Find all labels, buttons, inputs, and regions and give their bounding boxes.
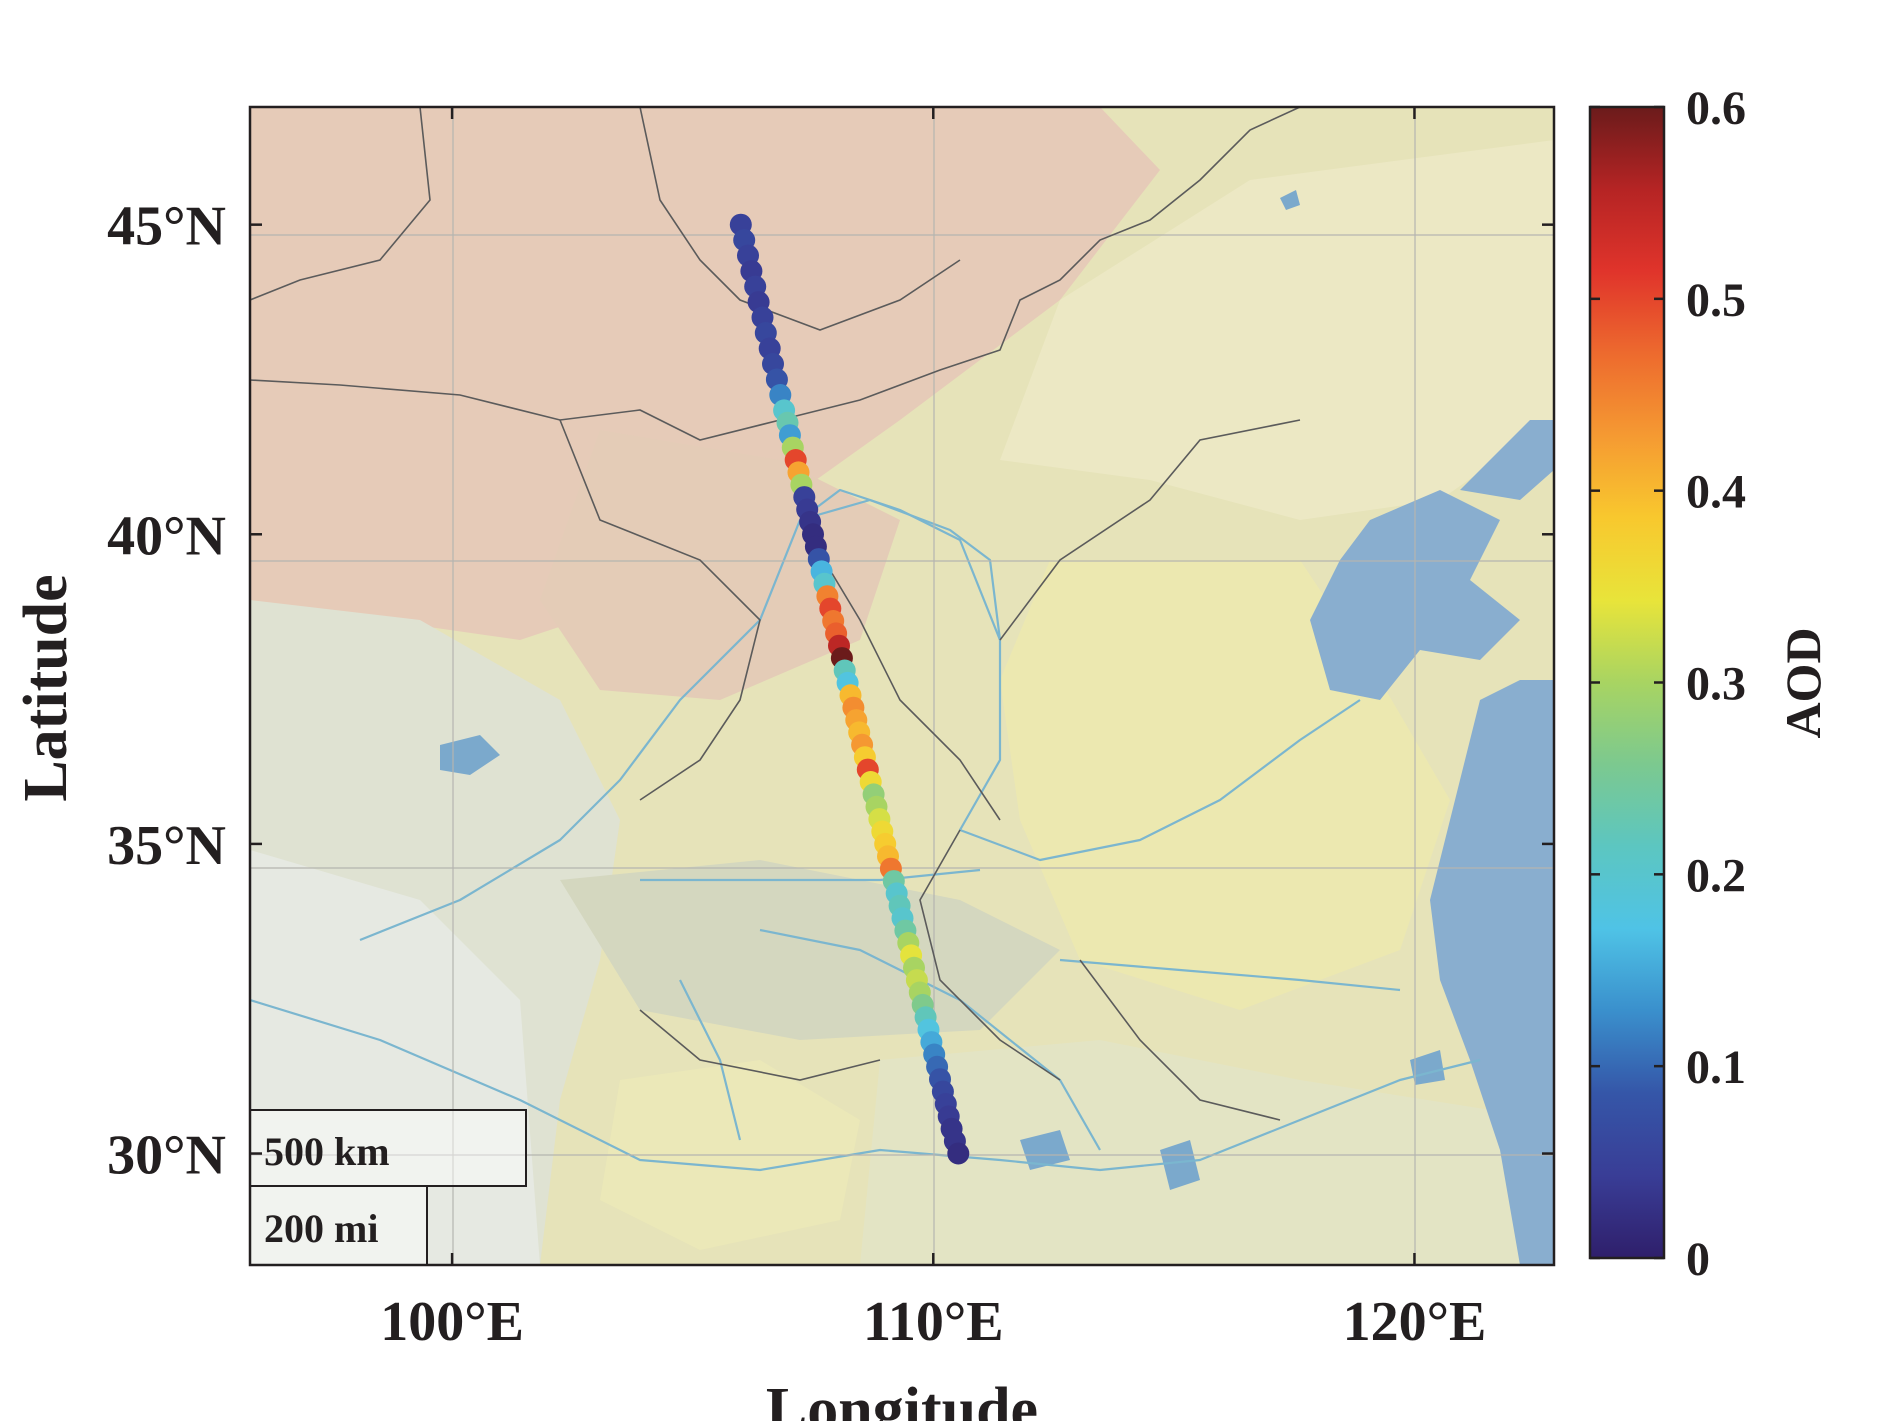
y-tick-label: 40°N bbox=[107, 505, 226, 567]
province-border-4 bbox=[919, 829, 1061, 1081]
mongolia-province-2 bbox=[639, 107, 961, 331]
gridlines bbox=[250, 107, 1554, 1265]
y-tick-label: 45°N bbox=[107, 196, 226, 258]
province-border-5 bbox=[639, 1009, 881, 1081]
aod-track bbox=[729, 213, 970, 1165]
jialing-river bbox=[679, 979, 742, 1141]
colorbar-tick-label: 0.6 bbox=[1686, 82, 1746, 135]
northern-desert-region bbox=[250, 107, 1160, 640]
colorbar-tick-label: 0.1 bbox=[1686, 1041, 1746, 1094]
axis-ticks bbox=[250, 107, 1554, 1265]
province-border-2 bbox=[799, 519, 1001, 821]
aod-point bbox=[947, 1142, 970, 1165]
yellow-sea bbox=[1430, 680, 1554, 1265]
basemap: 500 km 200 mi bbox=[250, 107, 1554, 1265]
x-tick-label: 110°E bbox=[863, 1291, 1004, 1353]
x-tick-label: 100°E bbox=[380, 1291, 524, 1353]
y-tick-label: 30°N bbox=[107, 1125, 226, 1187]
wei-river bbox=[640, 868, 981, 882]
mongolia-province-1 bbox=[250, 107, 431, 301]
colorbar-bar bbox=[1588, 105, 1666, 1260]
colorbar-tick-label: 0.2 bbox=[1686, 849, 1746, 902]
borders bbox=[250, 107, 1301, 1121]
lake-poyang bbox=[1160, 1140, 1200, 1190]
liaodong-bay bbox=[1460, 420, 1554, 500]
lake-dongting bbox=[1020, 1130, 1070, 1170]
scale-bar-mi-label: 200 mi bbox=[264, 1206, 378, 1251]
y-tick-labels: 45°N 40°N 35°N 30°N bbox=[107, 196, 226, 1187]
scale-bar-mi-box bbox=[250, 1185, 428, 1265]
province-border-6 bbox=[1079, 959, 1281, 1121]
scale-bar-km-label: 500 km bbox=[264, 1129, 390, 1174]
qinling-mountains bbox=[560, 860, 1060, 1040]
yellow-river-loop bbox=[799, 498, 1002, 641]
lake-hulun bbox=[1280, 190, 1300, 210]
scale-bar-km-box bbox=[250, 1109, 527, 1187]
x-axis-label: Longitude bbox=[766, 1376, 1038, 1421]
province-border-3 bbox=[999, 419, 1301, 641]
map-frame bbox=[248, 105, 1556, 1267]
x-tick-labels: 100°E 110°E 120°E bbox=[380, 1291, 1486, 1353]
yellow-river bbox=[359, 488, 1361, 942]
colorbar-ticks: 0 0.1 0.2 0.3 0.4 0.5 0.6 bbox=[1590, 82, 1746, 1286]
colorbar: 0 0.1 0.2 0.3 0.4 0.5 0.6 AOD bbox=[1588, 82, 1831, 1286]
tibet-highland bbox=[250, 850, 540, 1265]
colorbar-tick-label: 0.3 bbox=[1686, 658, 1746, 711]
y-axis-label: Latitude bbox=[12, 574, 80, 801]
southern-hills bbox=[860, 1040, 1554, 1265]
mongolia-china-border bbox=[250, 107, 1301, 441]
colorbar-tick-label: 0.5 bbox=[1686, 274, 1746, 327]
x-tick-label: 120°E bbox=[1343, 1291, 1487, 1353]
colorbar-tick-label: 0 bbox=[1686, 1233, 1710, 1286]
colorbar-label: AOD bbox=[1775, 627, 1831, 738]
huai-river bbox=[1059, 958, 1401, 992]
y-tick-label: 35°N bbox=[107, 815, 226, 877]
scale-bar: 500 km 200 mi bbox=[250, 1109, 527, 1265]
lake-qinghai bbox=[440, 735, 500, 775]
province-border-1 bbox=[559, 419, 761, 801]
colorbar-tick-label: 0.4 bbox=[1686, 466, 1746, 519]
